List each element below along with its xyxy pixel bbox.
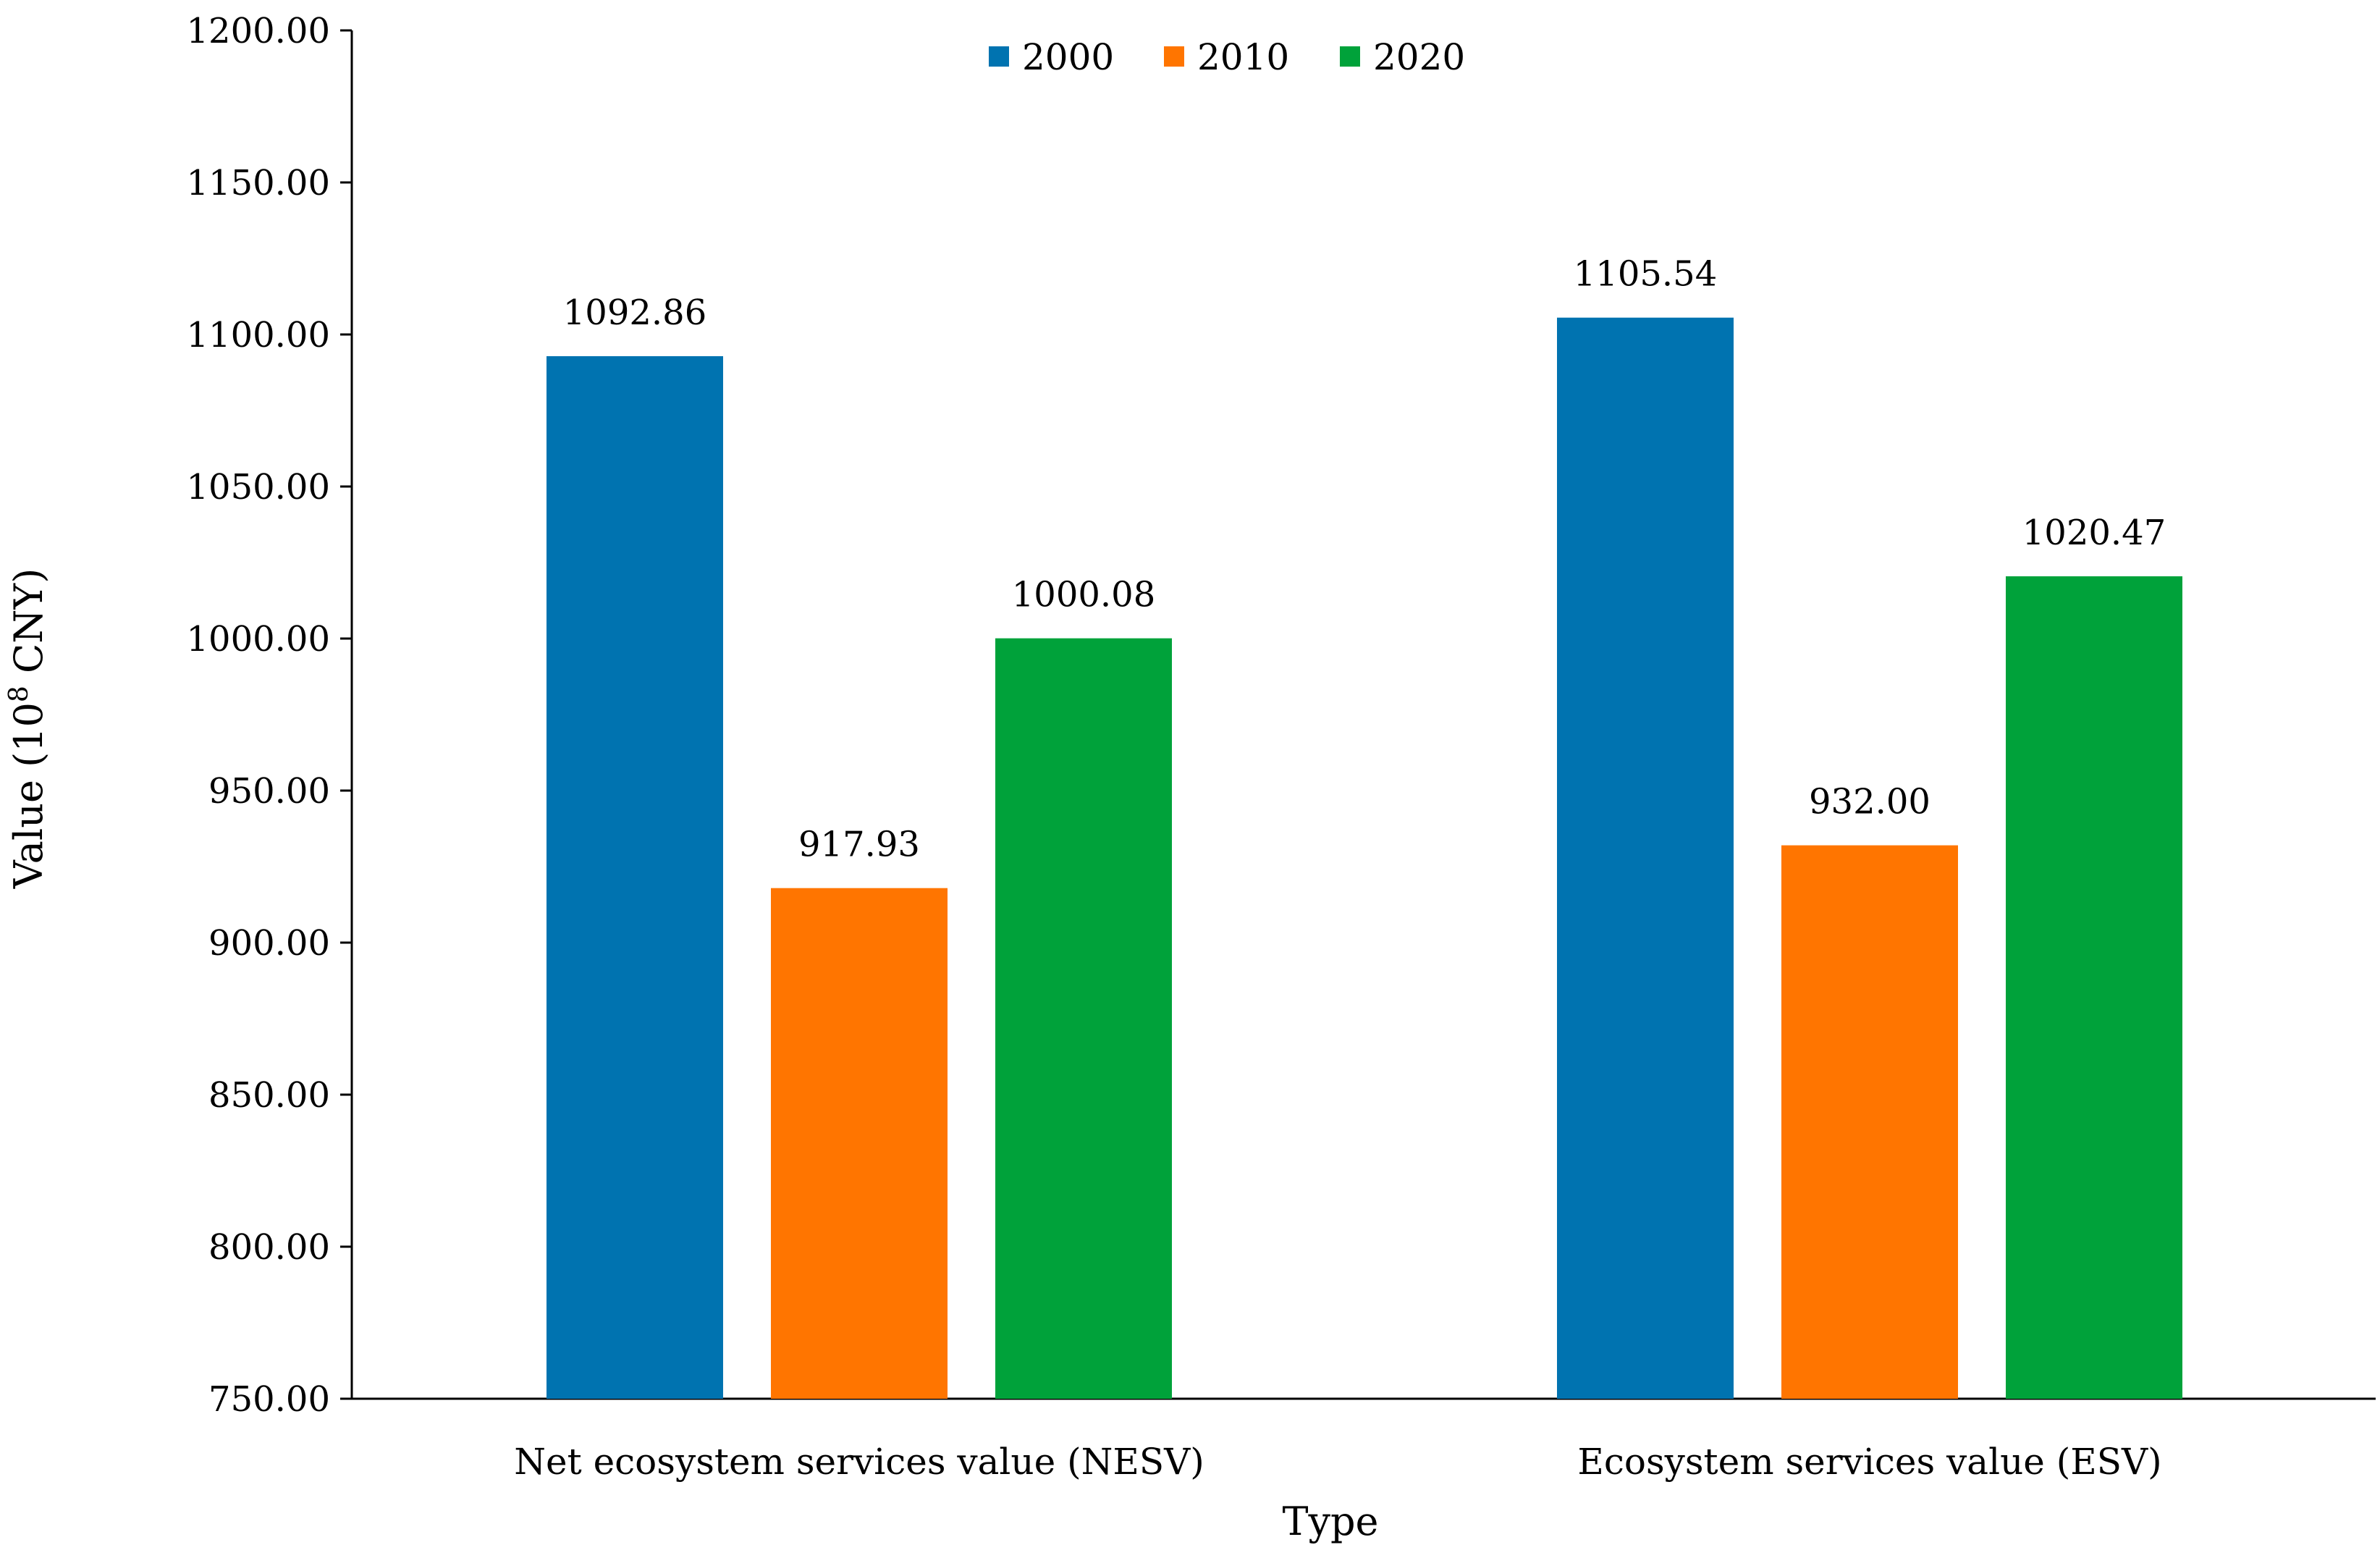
y-axis-title: Value (108 CNY)	[4, 568, 51, 890]
bar-2000-1	[547, 355, 723, 1399]
data-label-2010-2: 932.00	[1809, 782, 1930, 822]
bar-2020-1	[995, 638, 1172, 1399]
data-labels-group: 1092.86 917.93 1000.08 1105.54 932.00 1020.47	[563, 254, 2166, 865]
data-label-2000-1: 1092.86	[563, 292, 707, 333]
legend-swatch-2000	[989, 46, 1009, 67]
bar-2010-1	[771, 888, 948, 1399]
y-tick-label: 1050.00	[187, 467, 331, 508]
legend-label-2000: 2000	[1022, 36, 1114, 78]
data-label-2020-2: 1020.47	[2022, 513, 2166, 553]
x-tick-label: Ecosystem services value (ESV)	[1577, 1441, 2161, 1483]
data-label-2000-2: 1105.54	[1574, 254, 1718, 295]
x-tick-label: Net ecosystem services value (NESV)	[514, 1441, 1204, 1483]
bars-group	[547, 317, 2182, 1399]
y-tick-label: 900.00	[208, 923, 330, 964]
y-tick-label: 850.00	[208, 1075, 330, 1116]
y-tick-label: 950.00	[208, 771, 330, 812]
legend-label-2020: 2020	[1373, 36, 1465, 78]
data-label-2020-1: 1000.08	[1012, 575, 1156, 615]
y-tick-label: 750.00	[208, 1379, 330, 1420]
y-tick-label: 1200.00	[187, 11, 331, 51]
legend-swatch-2010	[1164, 46, 1184, 67]
bar-2020-2	[2006, 576, 2182, 1399]
y-tick-label: 1000.00	[187, 619, 331, 660]
bar-2000-2	[1557, 317, 1734, 1399]
legend: 2000 2010 2020	[989, 36, 1465, 78]
legend-swatch-2020	[1340, 46, 1360, 67]
bar-2010-2	[1781, 845, 1958, 1399]
y-tick-label: 800.00	[208, 1227, 330, 1268]
axes-group: 750.00 800.00 850.00 900.00 950.00 1000.00 105…	[187, 11, 2376, 1483]
x-axis-title: Type	[1282, 1499, 1378, 1544]
data-label-2010-1: 917.93	[798, 825, 920, 865]
y-tick-label: 1150.00	[187, 163, 331, 203]
y-tick-label: 1100.00	[187, 315, 331, 355]
legend-label-2010: 2010	[1197, 36, 1289, 78]
